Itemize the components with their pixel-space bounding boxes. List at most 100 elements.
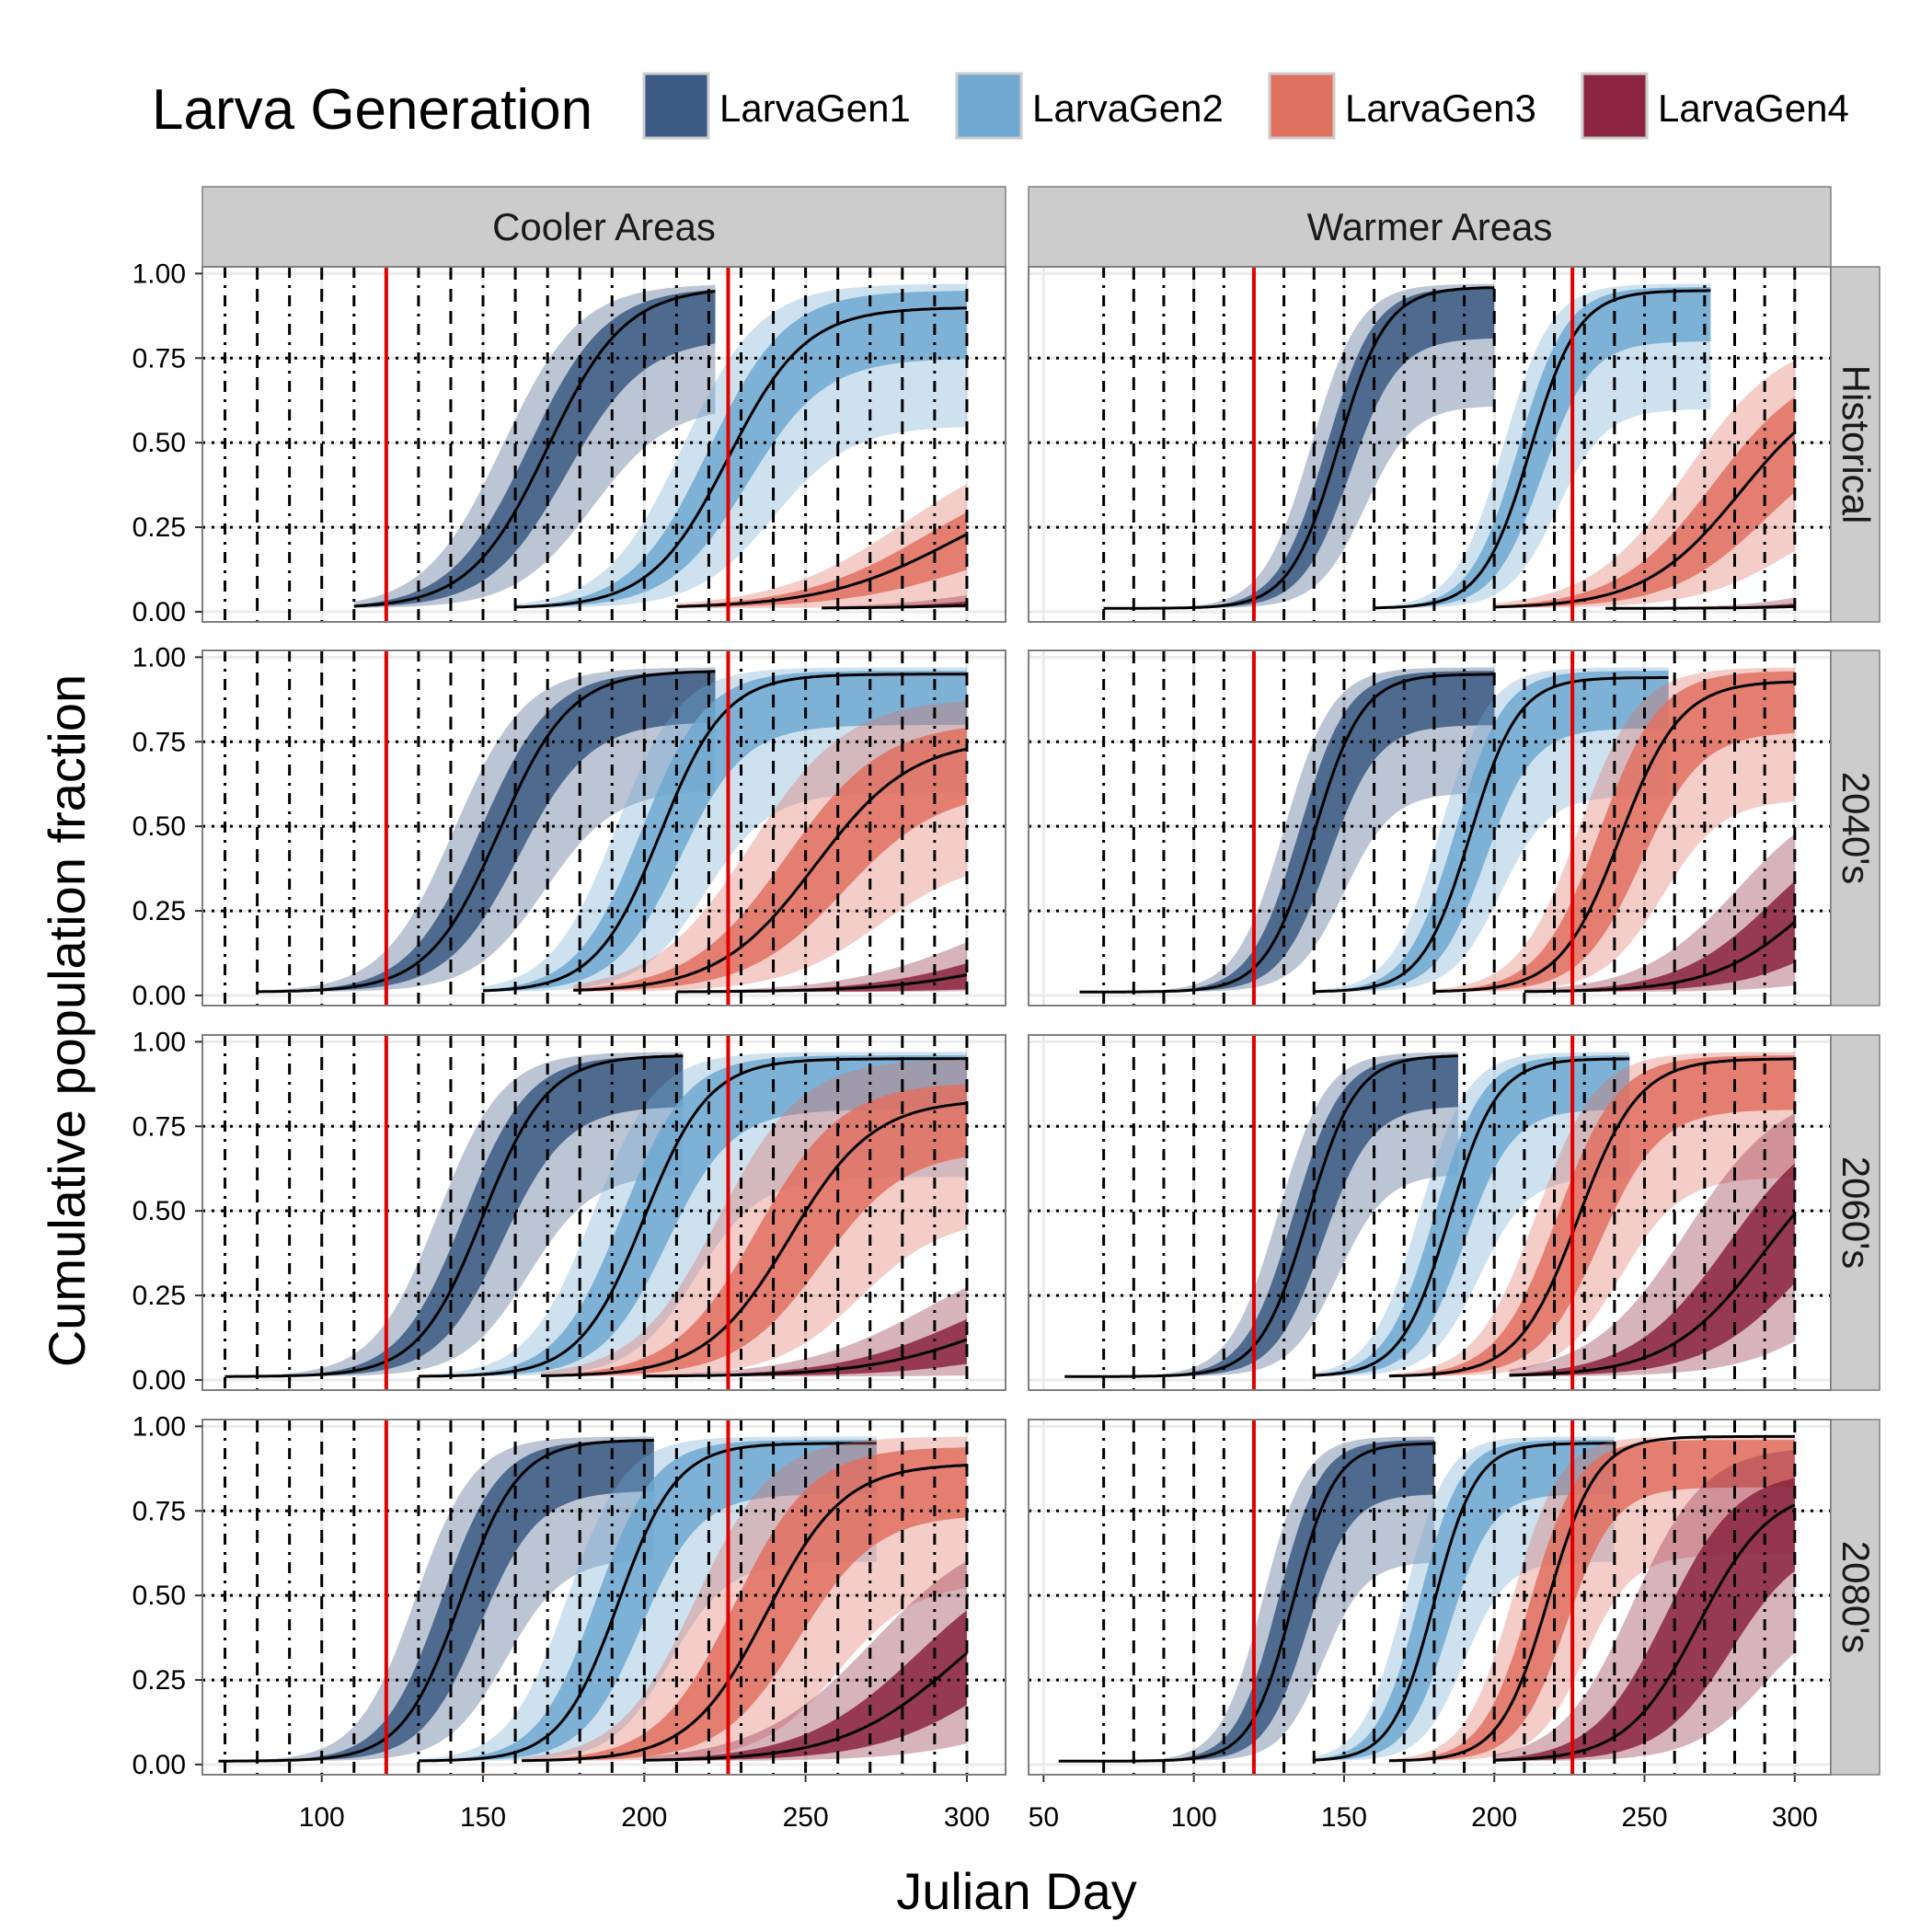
- reference-lines: [202, 1035, 1006, 1390]
- legend-swatch: [642, 72, 710, 140]
- y-tick-label: 0.75: [132, 727, 186, 757]
- series-larvagen1: [257, 667, 716, 994]
- median-line: [418, 1442, 877, 1763]
- panel-warmer-areas-2080-s: 2080's: [1028, 1419, 1880, 1776]
- inner-band: [1374, 287, 1711, 608]
- y-tick-label: 0.00: [132, 597, 186, 627]
- median-line: [218, 1439, 654, 1763]
- inner-band: [353, 289, 716, 608]
- reference-lines: [202, 650, 1006, 1006]
- inner-band: [541, 1084, 967, 1376]
- legend-item-larvagen4: LarvaGen4: [1581, 72, 1849, 140]
- inner-band: [1388, 1440, 1795, 1762]
- y-tick-label: 0.25: [132, 1281, 186, 1311]
- x-tick-label: 150: [1321, 1802, 1367, 1833]
- legend-label: LarvaGen4: [1658, 86, 1849, 130]
- column-strip-cooler-areas: Cooler Areas: [201, 186, 1006, 268]
- reference-lines: [1029, 267, 1831, 622]
- series-larvagen2: [1374, 283, 1711, 610]
- median-line: [522, 1464, 967, 1763]
- median-line: [1605, 604, 1795, 610]
- inner-band: [515, 291, 967, 608]
- median-line: [644, 1338, 968, 1378]
- inner-band: [1079, 671, 1495, 993]
- inner-band: [644, 1610, 967, 1761]
- row-strip-label: 2040's: [1834, 772, 1878, 884]
- inner-band: [257, 671, 716, 993]
- median-line: [644, 1651, 968, 1762]
- panel-warmer-areas-historical: Historical: [1028, 266, 1880, 623]
- legend-swatch: [1581, 72, 1649, 140]
- x-tick-label: 150: [460, 1802, 506, 1833]
- inner-band: [1064, 1055, 1458, 1377]
- legend-label: LarvaGen2: [1032, 86, 1224, 130]
- inner-band: [418, 1440, 877, 1762]
- median-line: [224, 1054, 684, 1378]
- median-line: [1079, 673, 1495, 994]
- legend-swatch: [955, 72, 1023, 140]
- series-larvagen1: [1064, 1052, 1459, 1378]
- y-tick-label: 1.00: [132, 1027, 186, 1057]
- inner-band: [1524, 880, 1795, 993]
- median-line: [1314, 1442, 1615, 1762]
- y-tick-label: 0.25: [132, 1665, 186, 1696]
- inner-band: [218, 1440, 654, 1762]
- series-larvagen3: [522, 1436, 967, 1763]
- legend-label: LarvaGen1: [719, 86, 911, 130]
- y-tick-label: 1.00: [132, 642, 186, 673]
- outer-band: [1079, 667, 1495, 993]
- series-larvagen3: [573, 701, 968, 992]
- x-tick-label: 300: [944, 1802, 990, 1833]
- y-tick-label: 0.00: [132, 981, 186, 1011]
- inner-band: [1494, 397, 1795, 608]
- inner-band: [418, 1055, 967, 1377]
- y-tick-label: 0.00: [132, 1365, 186, 1396]
- median-line: [676, 973, 968, 994]
- legend-swatch: [1268, 72, 1336, 140]
- series-larvagen2: [418, 1436, 877, 1763]
- legend-title: Larva Generation: [152, 78, 592, 142]
- median-line: [1374, 289, 1711, 610]
- x-tick-label: 250: [1621, 1802, 1667, 1833]
- x-tick-label: 100: [299, 1802, 345, 1833]
- panel-cooler-areas-2040-s: 0.00 0.25 0.50 0.75 1.00: [132, 642, 1006, 1011]
- median-line: [573, 747, 968, 992]
- x-tick-label: 250: [783, 1802, 829, 1833]
- y-tick-label: 0.75: [132, 1496, 186, 1526]
- median-line: [515, 306, 967, 609]
- median-line: [1509, 1213, 1796, 1377]
- x-tick-label: 100: [1171, 1802, 1217, 1833]
- series-larvagen4: [644, 1287, 968, 1378]
- legend-item-larvagen1: LarvaGen1: [642, 72, 911, 140]
- y-tick-label: 1.00: [132, 259, 186, 289]
- legend: Larva Generation LarvaGen1 LarvaGen2 Larva…: [152, 72, 1849, 142]
- series-larvagen1: [1079, 667, 1495, 994]
- series-larvagen1: [224, 1052, 684, 1378]
- median-line: [822, 604, 967, 610]
- panel-warmer-areas-2040-s: 2040's: [1028, 650, 1880, 1006]
- series-larvagen1: [1103, 283, 1495, 610]
- series-larvagen4: [1524, 834, 1796, 994]
- series-larvagen1: [1058, 1436, 1434, 1763]
- series-larvagen3: [541, 1059, 968, 1377]
- series-larvagen4: [644, 1560, 968, 1762]
- row-strip-label: 2080's: [1834, 1541, 1878, 1653]
- y-tick-label: 1.00: [132, 1411, 186, 1442]
- inner-band: [1314, 1055, 1630, 1376]
- median-line: [257, 670, 716, 994]
- column-strip-warmer-areas: Warmer Areas: [1028, 186, 1832, 268]
- legend-item-larvagen2: LarvaGen2: [955, 72, 1224, 140]
- reference-lines: [202, 1420, 1006, 1775]
- legend-item-larvagen3: LarvaGen3: [1268, 72, 1536, 140]
- series-larvagen4: [1509, 1113, 1796, 1377]
- x-tick-label: 300: [1772, 1802, 1818, 1833]
- inner-band: [1058, 1440, 1434, 1762]
- reference-lines: [1029, 1035, 1831, 1390]
- reference-lines: [1029, 1420, 1831, 1775]
- outer-band: [483, 667, 967, 993]
- panel-cooler-areas-2060-s: 0.00 0.25 0.50 0.75 1.00: [132, 1027, 1006, 1396]
- row-strip-historical: Historical: [1830, 266, 1880, 623]
- y-tick-label: 0.75: [132, 1111, 186, 1142]
- inner-band: [522, 1447, 967, 1762]
